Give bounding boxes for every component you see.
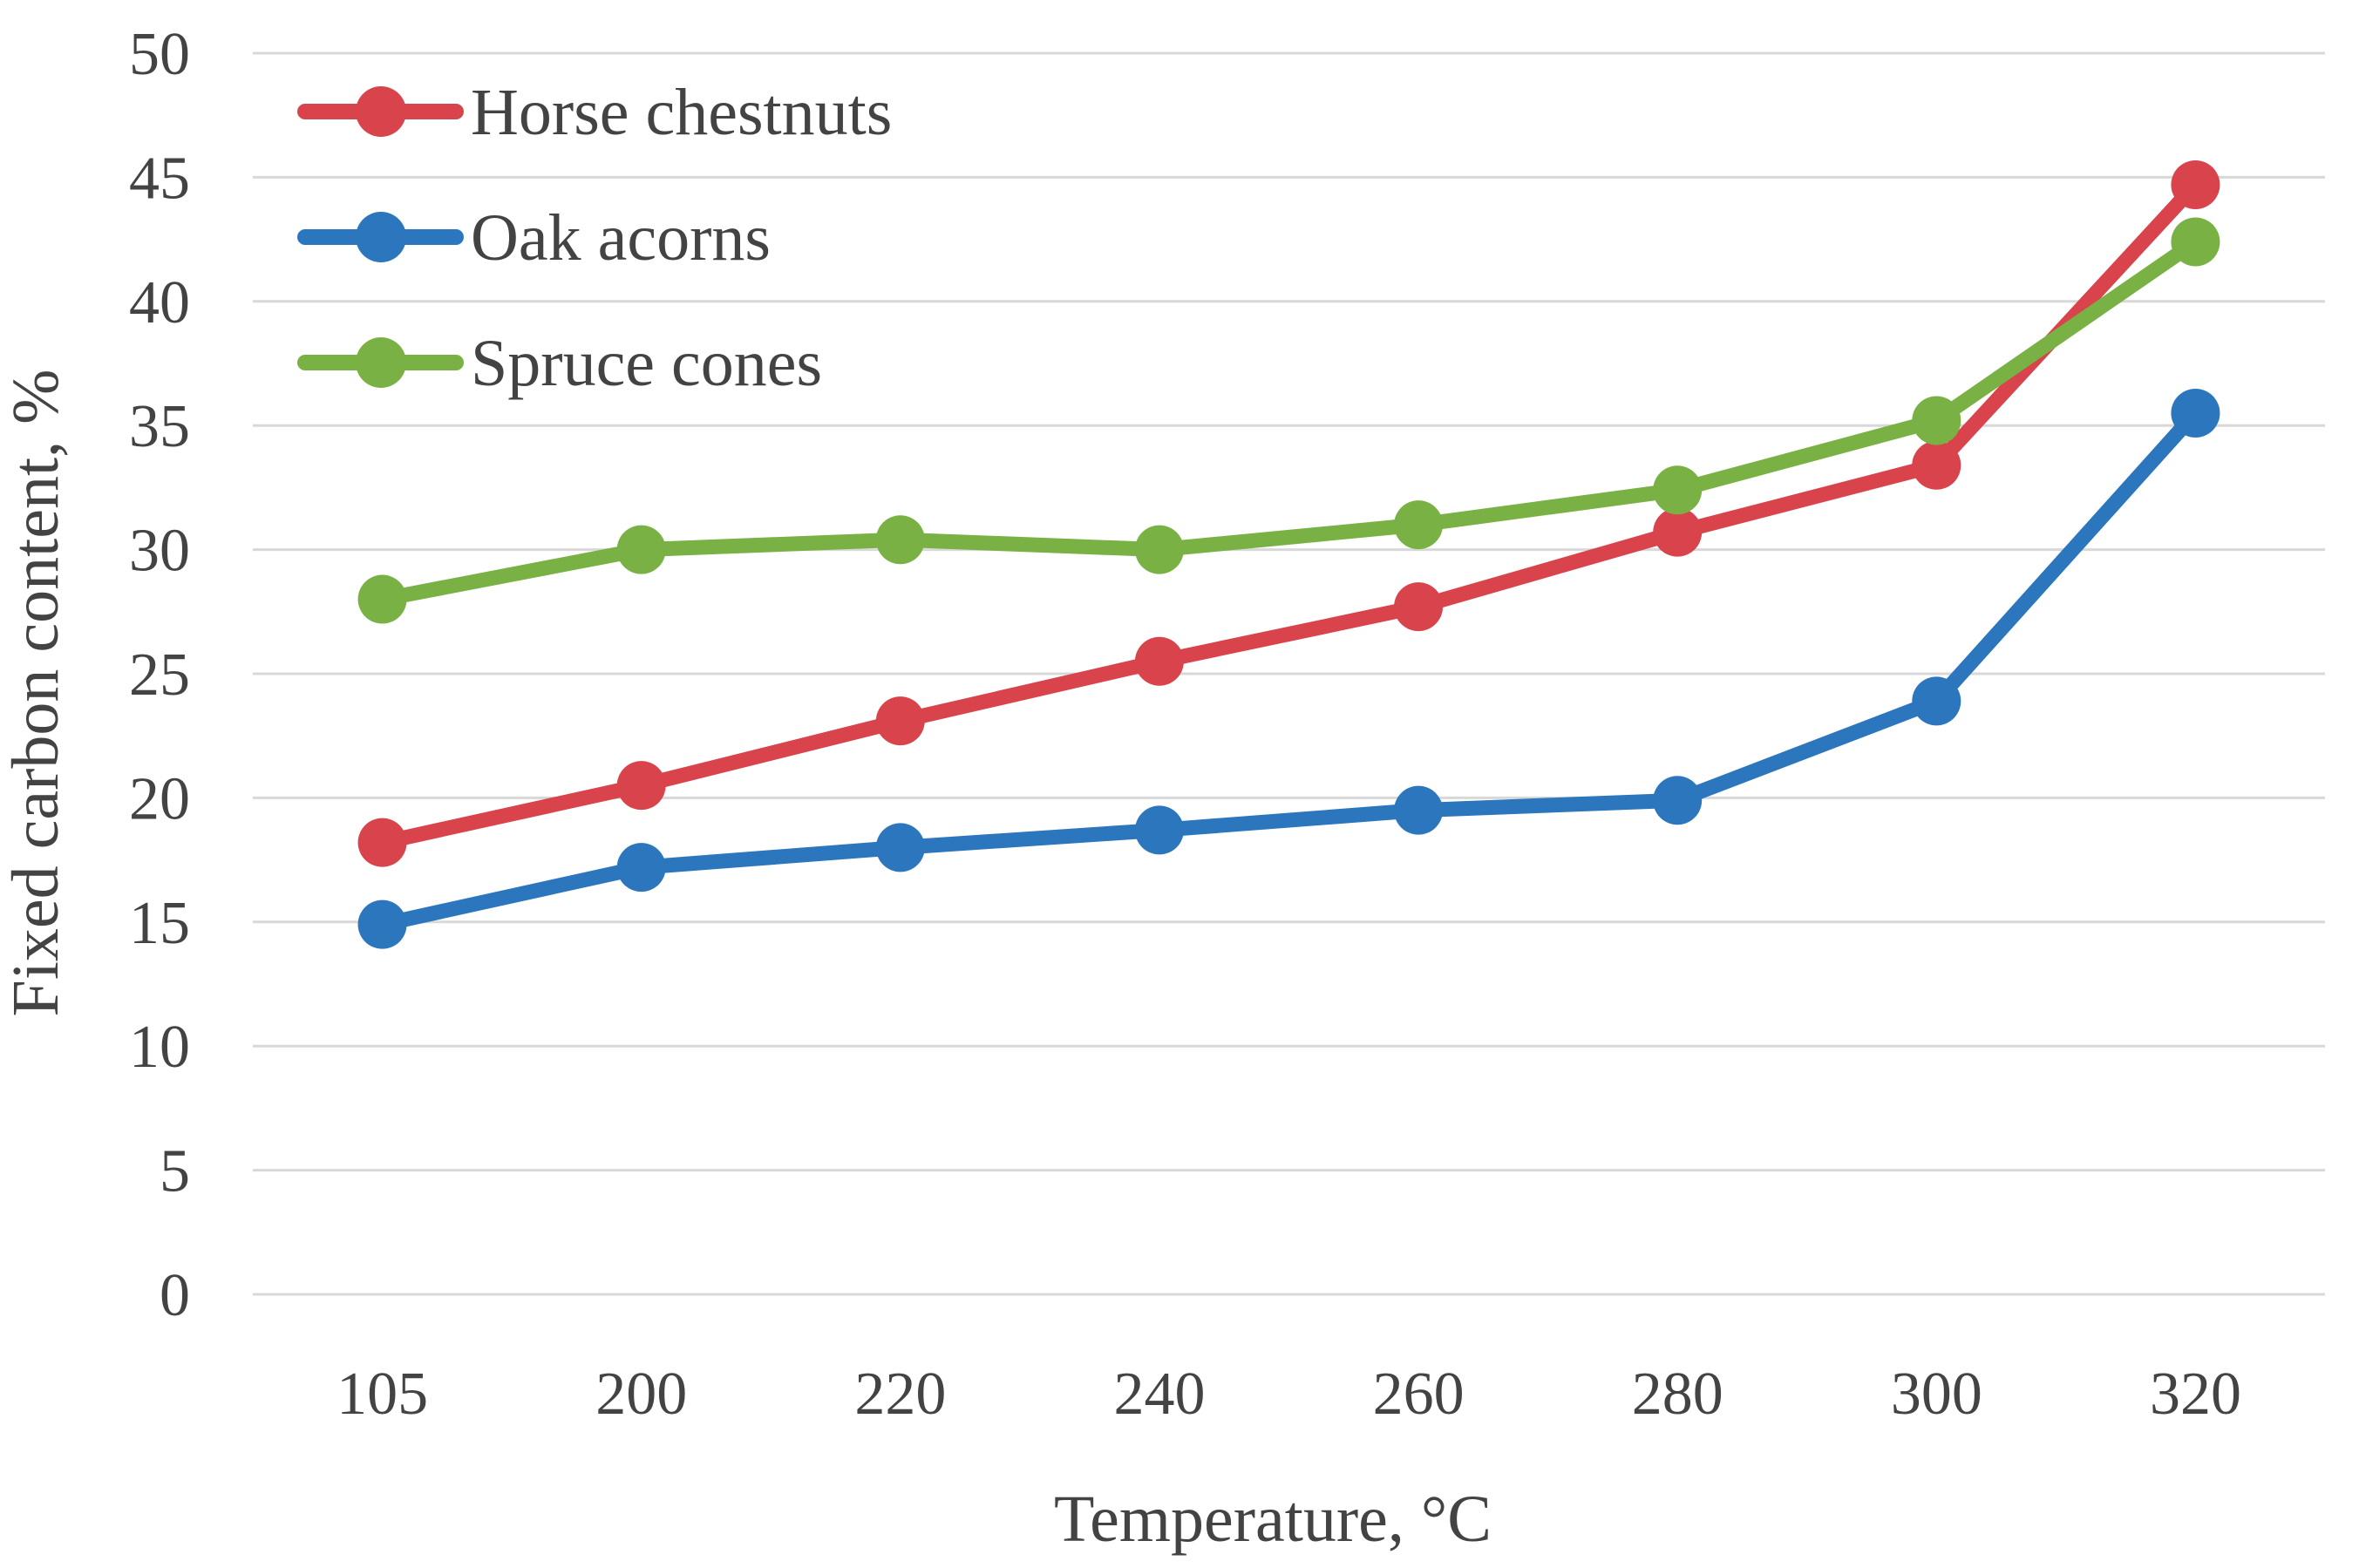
y-tick-label: 30 bbox=[129, 518, 190, 585]
y-tick-label: 20 bbox=[129, 765, 190, 832]
series-0-marker bbox=[357, 818, 407, 867]
series-2-marker bbox=[875, 515, 925, 565]
series-2-marker bbox=[357, 574, 407, 624]
x-tick-label: 240 bbox=[1113, 1361, 1205, 1428]
series-0-marker bbox=[616, 761, 666, 811]
series-1-marker bbox=[1134, 805, 1184, 855]
x-tick-label: 300 bbox=[1891, 1361, 1982, 1428]
y-tick-label: 35 bbox=[129, 393, 190, 460]
series-2-marker bbox=[1394, 500, 1444, 550]
series-2-marker bbox=[1912, 396, 1961, 445]
series-2-marker bbox=[2171, 217, 2220, 267]
y-axis-title: Fixed carbon content, % bbox=[0, 370, 72, 1017]
series-1-marker bbox=[1394, 785, 1444, 835]
series-line-0 bbox=[375, 177, 2203, 851]
x-tick-label: 320 bbox=[2150, 1361, 2241, 1428]
legend-label: Spruce cones bbox=[471, 327, 822, 400]
x-tick-label: 105 bbox=[337, 1361, 428, 1428]
legend-marker bbox=[356, 86, 406, 137]
y-tick-label: 5 bbox=[160, 1138, 190, 1205]
series-1-marker bbox=[875, 823, 925, 872]
series-0-marker bbox=[1912, 440, 1961, 490]
series-1-marker bbox=[2171, 388, 2220, 438]
series-2-marker bbox=[1134, 525, 1184, 574]
y-tick-label: 0 bbox=[160, 1262, 190, 1329]
series-line-1 bbox=[375, 405, 2203, 933]
series-1-marker bbox=[1653, 776, 1703, 825]
series-line-2 bbox=[375, 234, 2203, 608]
y-tick-label: 15 bbox=[129, 890, 190, 957]
y-tick-label: 40 bbox=[129, 269, 190, 336]
legend-label: Horse chestnuts bbox=[471, 76, 892, 149]
series-1-marker bbox=[616, 843, 666, 893]
series-2-marker bbox=[616, 525, 666, 574]
x-tick-label: 220 bbox=[854, 1361, 946, 1428]
x-tick-label: 280 bbox=[1632, 1361, 1723, 1428]
x-axis-title: Temperature, °C bbox=[1054, 1483, 1492, 1556]
legend-marker bbox=[356, 337, 406, 388]
y-tick-label: 25 bbox=[129, 641, 190, 709]
series-1-marker bbox=[1912, 676, 1961, 726]
series-0-marker bbox=[2171, 160, 2220, 209]
series-0-marker bbox=[1134, 636, 1184, 686]
series-1-marker bbox=[357, 899, 407, 949]
y-tick-label: 50 bbox=[129, 21, 190, 88]
legend-marker bbox=[356, 212, 406, 262]
series-2-marker bbox=[1653, 465, 1703, 515]
legend-label: Oak acorns bbox=[471, 201, 771, 275]
x-tick-label: 200 bbox=[595, 1361, 687, 1428]
y-tick-label: 45 bbox=[129, 145, 190, 212]
series-0-marker bbox=[1653, 507, 1703, 557]
series-0-marker bbox=[1394, 582, 1444, 632]
x-tick-label: 260 bbox=[1373, 1361, 1465, 1428]
y-tick-label: 10 bbox=[129, 1014, 190, 1081]
series-0-marker bbox=[875, 696, 925, 746]
